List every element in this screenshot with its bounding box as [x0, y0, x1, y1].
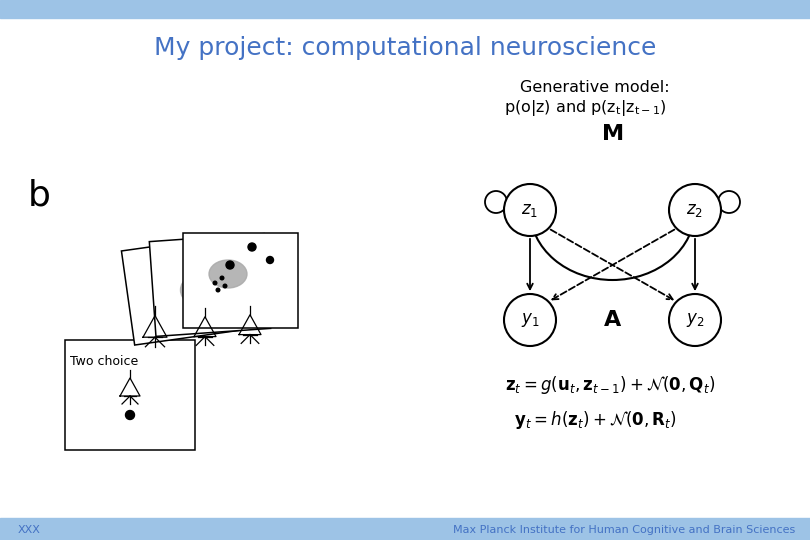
Ellipse shape	[181, 271, 236, 309]
Circle shape	[669, 184, 721, 236]
Circle shape	[485, 191, 507, 213]
Circle shape	[248, 243, 256, 251]
Text: Two choice: Two choice	[70, 355, 139, 368]
Circle shape	[504, 184, 556, 236]
Bar	[0, 518, 810, 540]
Text: $\mathbf{z}_t = g(\mathbf{u}_t, \mathbf{z}_{t-1}) + \mathcal{N}(\mathbf{0}, \mat: $\mathbf{z}_t = g(\mathbf{u}_t, \mathbf{…	[505, 374, 715, 396]
Text: $\mathbf{M}$: $\mathbf{M}$	[602, 124, 624, 144]
Text: p(o|z) and p(z$_{\rm t}$|z$_{\rm t-1}$): p(o|z) and p(z$_{\rm t}$|z$_{\rm t-1}$)	[504, 98, 667, 118]
Bar	[65, 340, 195, 450]
Text: b: b	[28, 178, 51, 212]
Polygon shape	[122, 235, 249, 345]
Text: $y_1$: $y_1$	[521, 311, 539, 329]
Text: Generative model:: Generative model:	[520, 80, 670, 96]
Circle shape	[718, 191, 740, 213]
Circle shape	[213, 281, 217, 285]
Circle shape	[126, 410, 134, 420]
Text: $z_1$: $z_1$	[522, 201, 539, 219]
Bar	[0, 0, 810, 18]
Circle shape	[504, 294, 556, 346]
Text: Max Planck Institute for Human Cognitive and Brain Sciences: Max Planck Institute for Human Cognitive…	[453, 525, 795, 535]
Circle shape	[224, 284, 227, 288]
Circle shape	[216, 288, 220, 292]
Circle shape	[220, 276, 224, 280]
Polygon shape	[149, 234, 271, 336]
Text: $z_2$: $z_2$	[687, 201, 704, 219]
Circle shape	[266, 256, 274, 264]
Text: $\mathbf{y}_t = h(\mathbf{z}_t) + \mathcal{N}(\mathbf{0}, \mathbf{R}_t)$: $\mathbf{y}_t = h(\mathbf{z}_t) + \mathc…	[514, 409, 676, 431]
Text: My project: computational neuroscience: My project: computational neuroscience	[154, 36, 656, 60]
Text: XXX: XXX	[18, 525, 40, 535]
Text: $\mathbf{A}$: $\mathbf{A}$	[603, 310, 622, 330]
Text: $y_2$: $y_2$	[686, 311, 704, 329]
Circle shape	[226, 261, 234, 269]
Polygon shape	[182, 233, 297, 327]
Circle shape	[669, 294, 721, 346]
Ellipse shape	[209, 260, 247, 288]
